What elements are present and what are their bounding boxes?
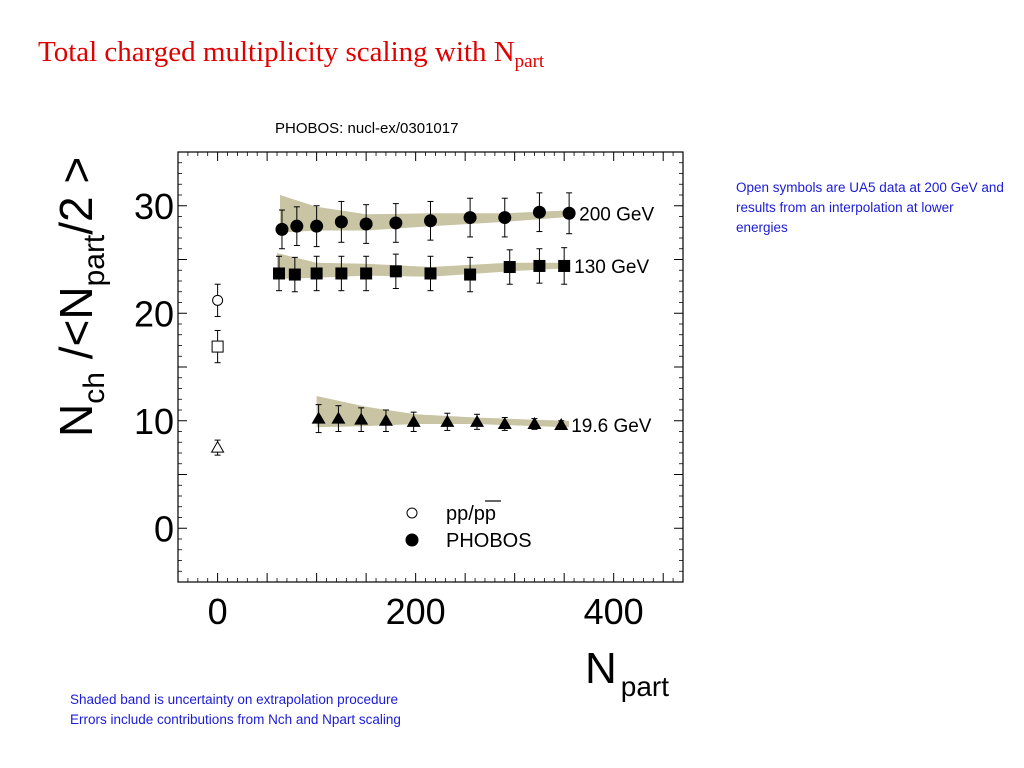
data-point: [334, 215, 348, 229]
data-point: [275, 222, 289, 236]
data-point: [335, 267, 348, 280]
x-tick-label: 0: [208, 591, 228, 632]
legend-label: pp/pp: [446, 503, 496, 525]
data-point: [211, 340, 224, 353]
slide-title-sub: part: [514, 51, 545, 72]
legend-label: PHOBOS: [446, 530, 532, 552]
data-point: [389, 265, 402, 278]
data-point: [406, 414, 421, 427]
data-point: [464, 268, 477, 281]
note-open-symbols: Open symbols are UA5 data at 200 GeV and…: [736, 180, 1004, 235]
data-point: [212, 294, 224, 306]
y-tick-label: 30: [134, 186, 174, 227]
uncertainty-band: [280, 195, 575, 233]
data-point: [310, 267, 323, 280]
data-point: [533, 259, 546, 272]
data-point: [424, 214, 437, 228]
y-tick-label: 20: [134, 293, 174, 334]
x-tick-label: 400: [584, 591, 644, 632]
slide-title: Total charged multiplicity scaling with …: [38, 36, 544, 73]
y-axis-label: Nch /<Npart/2 >: [50, 157, 111, 437]
source-citation: PHOBOS: nucl-ex/0301017: [275, 120, 459, 137]
data-point: [354, 412, 369, 425]
data-point: [498, 211, 512, 225]
data-point: [210, 440, 225, 453]
data-point: [359, 217, 373, 231]
data-point: [527, 416, 542, 429]
y-tick-label: 0: [154, 508, 174, 549]
data-point: [311, 411, 326, 424]
data-point: [310, 219, 324, 233]
data-point: [470, 414, 485, 427]
data-point: [503, 261, 516, 274]
note-shaded-band: Shaded band is uncertainty on extrapolat…: [70, 692, 398, 707]
data-point: [378, 413, 393, 426]
data-point: [288, 268, 301, 281]
data-point: [331, 411, 346, 424]
data-point: [273, 267, 285, 280]
x-tick-label: 200: [386, 591, 446, 632]
data-point: [558, 259, 571, 272]
data-point: [440, 414, 455, 427]
data-point: [532, 205, 546, 219]
data-point: [554, 418, 569, 431]
data-point: [562, 206, 576, 220]
data-point: [290, 219, 304, 233]
slide-title-main: Total charged multiplicity scaling with …: [38, 36, 515, 68]
series-label: 130 GeV: [574, 257, 649, 278]
uncertainty-band: [277, 253, 570, 279]
series-label: 200 GeV: [579, 204, 654, 225]
y-tick-label: 10: [134, 401, 174, 442]
note-errors: Errors include contributions from Nch an…: [70, 712, 401, 727]
bottom-notes: Shaded band is uncertainty on extrapolat…: [70, 690, 401, 730]
data-point: [424, 267, 437, 280]
data-point: [389, 216, 403, 230]
data-point: [360, 267, 373, 280]
legend-marker: [406, 507, 418, 519]
legend-marker: [405, 533, 419, 547]
data-point: [463, 211, 477, 225]
data-point: [497, 416, 512, 429]
series-label: 19.6 GeV: [571, 416, 652, 437]
